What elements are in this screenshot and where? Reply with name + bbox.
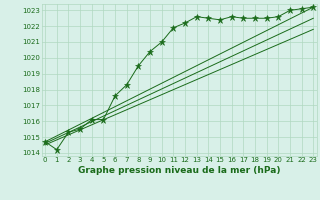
X-axis label: Graphe pression niveau de la mer (hPa): Graphe pression niveau de la mer (hPa) bbox=[78, 166, 280, 175]
